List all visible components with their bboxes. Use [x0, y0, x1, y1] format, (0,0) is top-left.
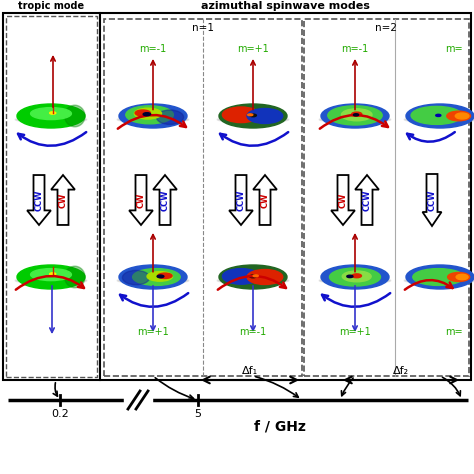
- Text: CCW: CCW: [35, 189, 44, 211]
- Text: CW: CW: [261, 192, 270, 208]
- Ellipse shape: [319, 278, 391, 283]
- Ellipse shape: [411, 106, 462, 124]
- Ellipse shape: [250, 114, 256, 117]
- Ellipse shape: [119, 265, 187, 289]
- Ellipse shape: [447, 111, 471, 121]
- Ellipse shape: [64, 105, 85, 127]
- Ellipse shape: [217, 117, 289, 123]
- Text: m=-1: m=-1: [341, 44, 369, 54]
- Ellipse shape: [248, 114, 253, 116]
- Text: Δf₁: Δf₁: [242, 366, 258, 376]
- Text: m=+1: m=+1: [237, 44, 269, 54]
- Ellipse shape: [404, 117, 474, 123]
- Ellipse shape: [253, 275, 258, 277]
- Ellipse shape: [222, 269, 260, 284]
- Ellipse shape: [31, 108, 72, 119]
- FancyArrow shape: [229, 175, 253, 225]
- FancyArrow shape: [331, 175, 355, 225]
- Text: m=: m=: [445, 327, 463, 337]
- Ellipse shape: [413, 269, 464, 285]
- Ellipse shape: [436, 114, 441, 117]
- Text: CCW: CCW: [237, 189, 246, 211]
- Ellipse shape: [135, 110, 150, 116]
- Ellipse shape: [404, 278, 474, 283]
- Ellipse shape: [342, 271, 371, 282]
- Ellipse shape: [156, 110, 183, 124]
- Ellipse shape: [347, 275, 353, 278]
- Ellipse shape: [247, 270, 283, 284]
- Ellipse shape: [341, 109, 372, 121]
- Text: n=2: n=2: [375, 23, 398, 33]
- Text: CCW: CCW: [161, 189, 170, 211]
- Bar: [304, 19, 469, 376]
- Text: m=-1: m=-1: [139, 44, 167, 54]
- Text: CCW: CCW: [428, 189, 437, 211]
- Ellipse shape: [50, 273, 56, 275]
- Ellipse shape: [15, 278, 87, 283]
- FancyArrow shape: [27, 175, 51, 225]
- Ellipse shape: [119, 104, 187, 128]
- Ellipse shape: [122, 270, 150, 285]
- Ellipse shape: [219, 104, 287, 128]
- Ellipse shape: [157, 275, 164, 278]
- FancyArrow shape: [153, 175, 177, 225]
- Ellipse shape: [321, 265, 389, 289]
- Bar: [3, 13, 100, 380]
- Ellipse shape: [406, 265, 474, 289]
- Text: m=+1: m=+1: [339, 327, 371, 337]
- Ellipse shape: [219, 265, 287, 289]
- FancyArrow shape: [253, 175, 277, 225]
- Ellipse shape: [456, 113, 469, 119]
- Text: CW: CW: [137, 192, 146, 208]
- Ellipse shape: [147, 272, 173, 281]
- Ellipse shape: [406, 104, 474, 128]
- Ellipse shape: [329, 268, 381, 286]
- Ellipse shape: [126, 106, 173, 124]
- Ellipse shape: [134, 108, 162, 119]
- Text: n=1: n=1: [192, 23, 214, 33]
- Ellipse shape: [117, 278, 189, 283]
- Text: m=+1: m=+1: [137, 327, 169, 337]
- Text: m=: m=: [445, 44, 463, 54]
- Text: 5: 5: [194, 409, 201, 419]
- Text: Δf₂: Δf₂: [393, 366, 409, 376]
- FancyArrow shape: [129, 175, 153, 225]
- Ellipse shape: [328, 106, 382, 125]
- Ellipse shape: [456, 274, 468, 280]
- Bar: [100, 13, 471, 380]
- Text: azimuthal spinwave modes: azimuthal spinwave modes: [201, 1, 370, 11]
- Ellipse shape: [352, 274, 362, 278]
- Ellipse shape: [143, 113, 151, 116]
- Ellipse shape: [247, 109, 283, 124]
- FancyArrow shape: [355, 175, 379, 225]
- Ellipse shape: [15, 117, 87, 123]
- Text: tropic mode: tropic mode: [18, 1, 84, 11]
- Ellipse shape: [17, 104, 85, 128]
- Ellipse shape: [158, 273, 172, 279]
- Ellipse shape: [50, 112, 56, 114]
- Ellipse shape: [352, 112, 362, 116]
- Text: CCW: CCW: [363, 189, 372, 211]
- Ellipse shape: [319, 117, 391, 123]
- Text: CW: CW: [338, 192, 347, 208]
- Ellipse shape: [321, 104, 389, 128]
- Ellipse shape: [117, 117, 189, 123]
- Text: m=-1: m=-1: [239, 327, 266, 337]
- Ellipse shape: [64, 266, 85, 288]
- Ellipse shape: [222, 107, 260, 123]
- Ellipse shape: [31, 269, 72, 281]
- Bar: [104, 19, 302, 376]
- Ellipse shape: [354, 114, 358, 116]
- Ellipse shape: [250, 275, 256, 278]
- Text: f / GHz: f / GHz: [254, 420, 306, 434]
- Text: CW: CW: [58, 192, 67, 208]
- Ellipse shape: [447, 273, 470, 282]
- FancyArrow shape: [422, 174, 441, 226]
- Bar: [6, 16, 97, 377]
- Ellipse shape: [133, 269, 180, 285]
- Ellipse shape: [17, 265, 85, 289]
- Text: 0.2: 0.2: [51, 409, 69, 419]
- Ellipse shape: [217, 278, 289, 283]
- FancyArrow shape: [51, 175, 75, 225]
